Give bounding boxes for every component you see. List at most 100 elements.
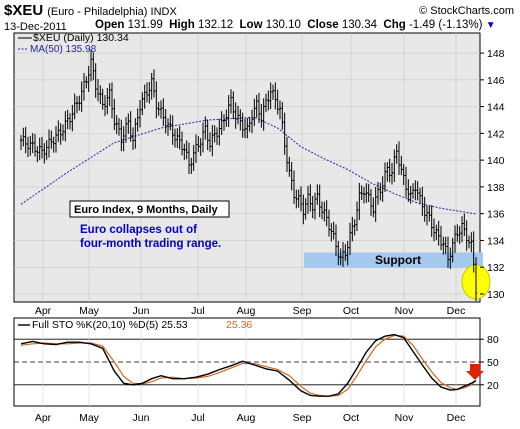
price-bar — [61, 124, 65, 141]
price-bar — [323, 201, 326, 222]
price-bar — [143, 84, 146, 109]
price-bar — [234, 102, 237, 129]
price-bar — [110, 82, 114, 119]
sto-d-line — [20, 334, 477, 397]
price-bar — [103, 95, 107, 117]
price-bar — [108, 83, 111, 107]
price-bar — [376, 181, 380, 205]
price-bar — [162, 98, 165, 127]
price-bar — [94, 63, 97, 98]
price-bar — [120, 119, 123, 152]
price-bar — [388, 158, 391, 183]
price-bar — [148, 81, 151, 104]
sto-k-line — [20, 333, 477, 397]
price-bar — [197, 136, 200, 153]
price-bar — [250, 109, 254, 134]
price-bar — [346, 241, 349, 266]
dropdown-arrow-icon[interactable]: ▼ — [485, 20, 496, 31]
price-bar — [190, 157, 193, 174]
sto-x-tick-label: May — [79, 412, 100, 424]
price-bar — [437, 220, 440, 246]
price-bar — [374, 186, 377, 222]
price-bar — [306, 185, 310, 214]
legend-sto-d: 25.36 — [226, 319, 252, 331]
price-bar — [444, 236, 447, 255]
price-y-tick-label: 138 — [487, 182, 505, 194]
price-bar — [227, 94, 230, 127]
price-bar — [402, 164, 405, 186]
exchange: INDX — [150, 6, 177, 18]
sto-x-tick-label: Oct — [343, 412, 359, 424]
price-bar — [470, 232, 473, 253]
price-bar — [458, 226, 461, 245]
price-bar — [89, 49, 93, 82]
open-value: 131.99 — [127, 19, 163, 31]
annotation-title: Euro Index, 9 Months, Daily — [74, 204, 219, 216]
price-bar — [211, 125, 214, 157]
price-bar — [421, 186, 424, 217]
price-bar — [253, 98, 256, 127]
price-x-tick-label: Oct — [343, 305, 359, 317]
price-x-tick-label: Sep — [293, 305, 312, 317]
legend-ma: MA(50) 135.98 — [30, 44, 97, 55]
price-bar — [87, 65, 90, 93]
price-bar — [43, 143, 46, 164]
price-y-tick-label: 148 — [487, 48, 505, 60]
price-bar — [215, 127, 219, 145]
price-bar — [264, 93, 268, 113]
price-bar — [255, 95, 258, 118]
price-bar — [208, 132, 212, 152]
price-bar — [341, 241, 345, 268]
legend-price: $XEU (Daily) 130.34 — [33, 32, 129, 44]
price-bar — [33, 134, 37, 157]
price-y-tick-label: 136 — [487, 209, 505, 221]
low-value: 130.10 — [265, 19, 301, 31]
price-bar — [351, 216, 354, 242]
price-bar — [243, 118, 247, 139]
price-bar — [236, 105, 240, 125]
price-bar — [432, 218, 436, 242]
price-panel: Support 130 132 134 136 138 140 142 144 146 148 A… — [13, 32, 505, 317]
price-bar — [297, 189, 300, 208]
ma50-line — [20, 116, 477, 215]
annotation-note-2: four-month trading range. — [80, 238, 221, 250]
price-bar — [232, 91, 235, 120]
price-bars — [19, 49, 478, 302]
price-bar — [456, 224, 459, 242]
price-bar — [117, 118, 121, 136]
stochastic-panel: 20 50 80 Apr May Jun Jul Aug Sep Oct Nov Dec Full … — [13, 317, 499, 424]
price-bar — [213, 125, 216, 143]
sto-y-tick-label: 50 — [487, 357, 499, 369]
price-bar — [183, 143, 186, 160]
price-bar — [325, 200, 328, 227]
price-bar — [64, 111, 67, 142]
price-bar — [248, 116, 251, 132]
sto-y-tick-label: 80 — [487, 334, 499, 346]
price-y-tick-label: 144 — [487, 102, 505, 114]
price-bar — [439, 225, 443, 251]
price-y-tick-label: 130 — [487, 289, 505, 301]
price-bar — [260, 103, 263, 128]
price-bar — [332, 221, 335, 240]
price-x-axis: Apr May Jun Jul Aug Sep Oct Nov Dec — [35, 305, 466, 317]
price-bar — [344, 244, 347, 261]
price-bar — [80, 81, 83, 112]
price-bar — [145, 82, 149, 103]
price-bar — [292, 170, 296, 204]
price-bar — [274, 82, 277, 110]
price-bar — [115, 115, 118, 135]
sto-x-tick-label: Nov — [395, 412, 414, 424]
price-bar — [348, 222, 352, 256]
price-bar — [257, 92, 261, 123]
price-bar — [311, 195, 314, 219]
price-bar — [101, 88, 104, 110]
price-y-tick-label: 134 — [487, 235, 505, 247]
price-bar — [472, 231, 475, 273]
price-bar — [372, 197, 375, 218]
support-band — [304, 252, 483, 268]
price-bar — [337, 240, 340, 266]
price-bar — [463, 213, 466, 237]
down-arrow-icon — [466, 364, 484, 380]
price-bar — [416, 181, 419, 201]
